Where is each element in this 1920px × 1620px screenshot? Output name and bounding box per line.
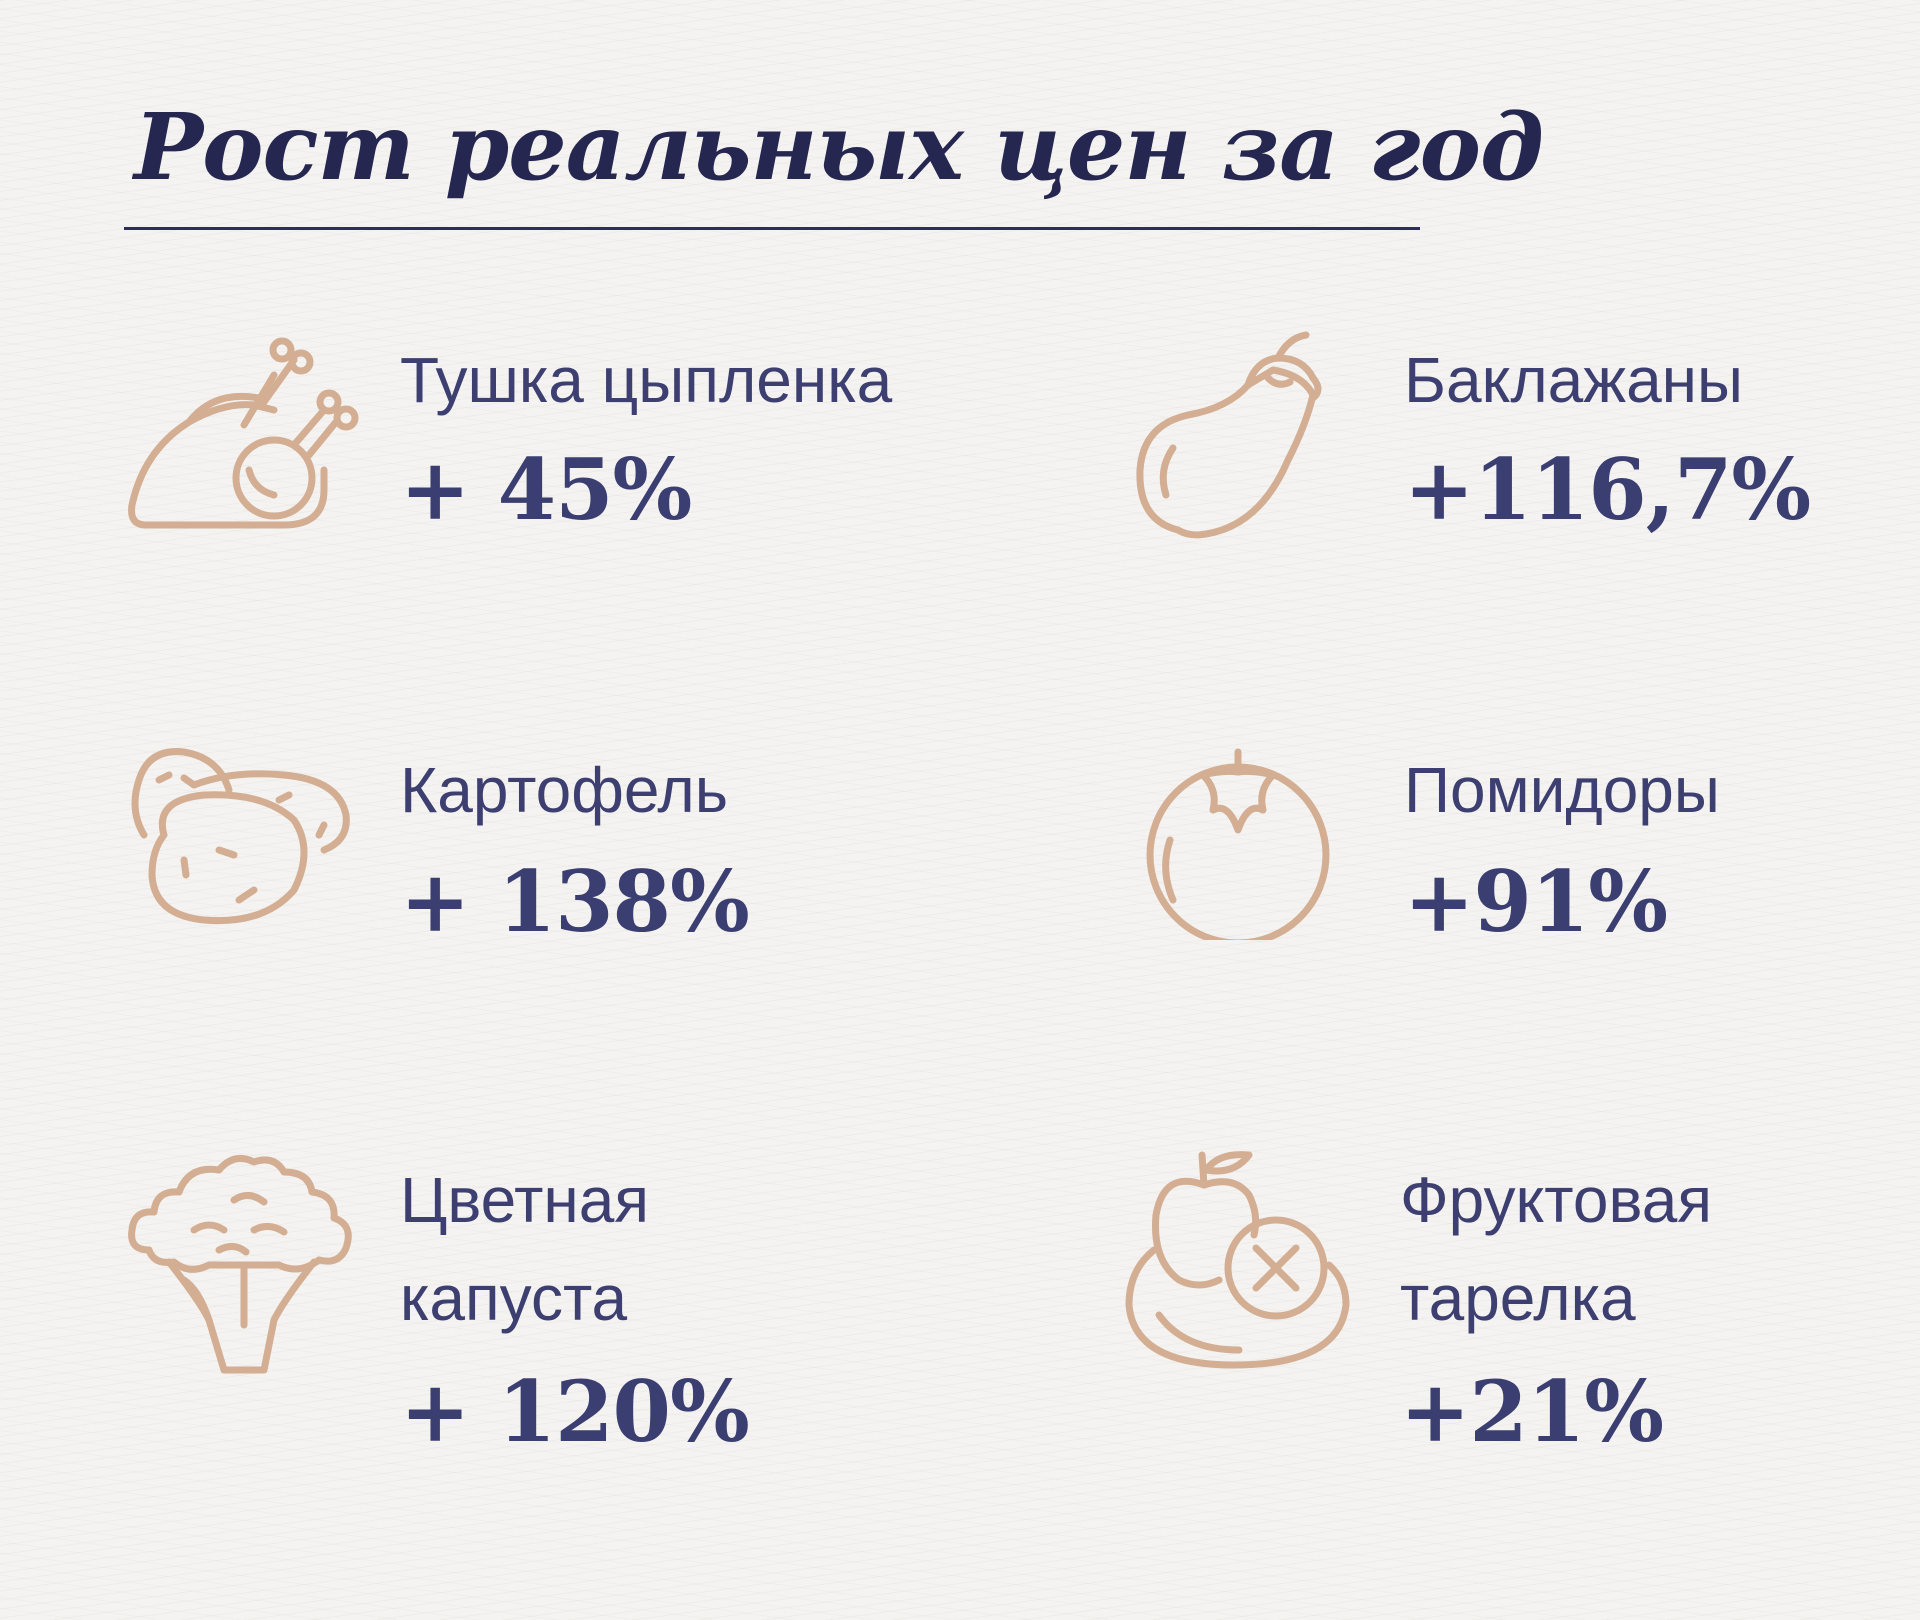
price-item-potato: Картофель + 138% xyxy=(124,740,984,990)
item-value: +116,7% xyxy=(1404,440,1811,539)
item-value: + 120% xyxy=(400,1362,750,1461)
item-value: + 45% xyxy=(400,440,692,539)
title-underline xyxy=(124,227,1420,230)
chicken-icon xyxy=(124,330,364,550)
potato-icon xyxy=(124,740,364,940)
item-label: Фруктовая xyxy=(1400,1164,1712,1236)
item-value: + 138% xyxy=(400,852,750,951)
price-item-tomato: Помидоры +91% xyxy=(1128,740,1908,990)
item-label: Тушка цыпленка xyxy=(400,344,893,416)
item-label-line-2: тарелка xyxy=(1400,1262,1636,1334)
price-item-chicken: Тушка цыпленка + 45% xyxy=(124,330,984,580)
item-label: Цветная xyxy=(400,1164,649,1236)
price-item-cauliflower: Цветная капуста + 120% xyxy=(124,1150,984,1490)
item-label-line-2: капуста xyxy=(400,1262,628,1334)
fruit-plate-icon xyxy=(1124,1140,1354,1380)
item-label: Помидоры xyxy=(1404,754,1720,826)
page-title: Рост реальных цен за год xyxy=(134,93,1544,201)
item-label: Картофель xyxy=(400,754,729,826)
cauliflower-icon xyxy=(124,1150,364,1380)
price-item-eggplant: Баклажаны +116,7% xyxy=(1128,330,1908,580)
eggplant-icon xyxy=(1128,330,1348,550)
item-label: Баклажаны xyxy=(1404,344,1743,416)
item-value: +91% xyxy=(1404,852,1668,951)
tomato-icon xyxy=(1128,740,1348,940)
price-item-fruit-plate: Фруктовая тарелка +21% xyxy=(1124,1140,1904,1490)
item-value: +21% xyxy=(1400,1362,1664,1461)
